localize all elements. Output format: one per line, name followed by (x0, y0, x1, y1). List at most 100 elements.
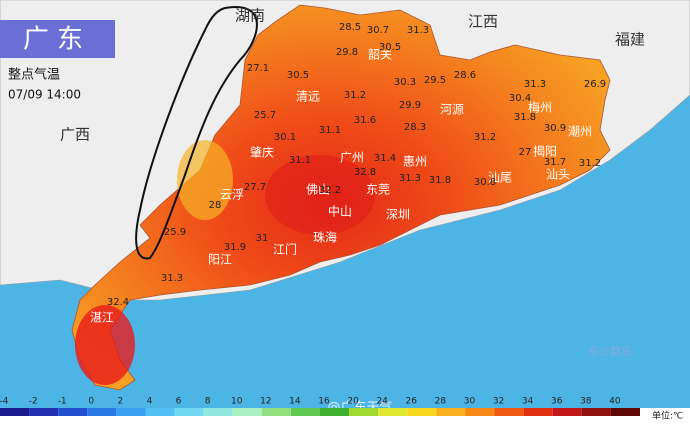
temperature: 25.9 (164, 227, 186, 238)
city-label: 珠海 (313, 230, 337, 245)
city-label: 云浮 (220, 188, 244, 202)
region-label: 东沙群岛 (588, 344, 632, 358)
city-label: 揭阳 (533, 144, 557, 159)
legend-swatch (29, 408, 59, 416)
legend-swatch (552, 408, 582, 416)
legend-tick: 0 (88, 397, 94, 407)
legend-swatch (290, 408, 320, 416)
city-label: 梅州 (528, 100, 552, 115)
legend-swatch (58, 408, 88, 416)
city-label: 深圳 (386, 208, 410, 222)
temperature: 31.2 (344, 90, 366, 101)
time: 07/09 14:00 (8, 88, 81, 102)
legend-swatch (0, 408, 30, 416)
temperature: 30.3 (394, 77, 416, 88)
city-label: 肇庆 (250, 145, 274, 160)
legend-swatch (174, 408, 204, 416)
temperature: 31.1 (289, 155, 311, 166)
legend-tick: 40 (609, 397, 621, 407)
temperature: 31 (256, 233, 269, 244)
title-box (0, 20, 115, 58)
city-label: 湛江 (90, 311, 114, 325)
legend-tick: 12 (260, 397, 271, 407)
legend-unit: 单位:℃ (652, 410, 683, 422)
region-label: 江西 (468, 13, 498, 31)
legend-tick: 24 (376, 397, 388, 407)
legend-tick: 34 (522, 397, 534, 407)
legend-tick: 36 (551, 397, 563, 407)
temperature: 27.7 (244, 182, 266, 193)
legend-swatch (232, 408, 262, 416)
city-label: 东莞 (366, 183, 390, 197)
temperature: 32.8 (354, 167, 376, 178)
city-label: 潮州 (568, 124, 592, 139)
temperature: 30.9 (544, 123, 566, 134)
legend-swatch (320, 408, 350, 416)
legend-tick: 8 (205, 397, 211, 407)
temperature: 31.6 (354, 115, 376, 126)
hot-zone (75, 305, 135, 385)
temperature: 28.5 (339, 22, 361, 33)
temperature: 31.3 (407, 25, 429, 36)
region-label: 福建 (615, 31, 645, 49)
legend-tick: 32 (493, 397, 504, 407)
legend-swatch (494, 408, 524, 416)
city-label: 韶关 (368, 47, 392, 62)
legend-swatch (116, 408, 146, 416)
title: 广东 (23, 25, 91, 55)
temperature: 30.8 (474, 177, 496, 188)
region-label: 湖南 (235, 7, 265, 25)
city-label: 清远 (296, 90, 320, 104)
city-label: 河源 (440, 103, 464, 117)
city-label: 阳江 (208, 253, 232, 267)
legend-tick: 2 (117, 397, 123, 407)
legend-tick: 30 (464, 397, 476, 407)
outline-loop (135, 5, 258, 260)
legend-tick: -1 (58, 397, 67, 407)
city-label: 中山 (328, 204, 352, 219)
legend-tick: 28 (435, 397, 447, 407)
legend-swatch (581, 408, 611, 416)
region-label: 广西 (60, 126, 90, 144)
temperature: 31.1 (319, 125, 341, 136)
legend-swatch (203, 408, 233, 416)
legend-swatch (523, 408, 553, 416)
legend-tick: 38 (580, 397, 592, 407)
temperature: 28 (209, 200, 222, 211)
temperature: 30.7 (367, 25, 389, 36)
temperature: 31.7 (544, 157, 566, 168)
legend-swatch (610, 408, 640, 416)
temperature: 31.9 (224, 242, 246, 253)
temperature: 31.3 (524, 79, 546, 90)
temperature: 31.4 (374, 153, 396, 164)
legend-swatch (465, 408, 495, 416)
legend-swatch (261, 408, 291, 416)
city-label: 江门 (273, 242, 297, 257)
temperature: 30.5 (287, 70, 309, 81)
legend-swatch (145, 408, 175, 416)
subtitle: 整点气温 (8, 67, 60, 83)
temperature: 30.1 (274, 132, 296, 143)
legend-swatch (378, 408, 408, 416)
temperature: 28.6 (454, 70, 476, 81)
temperature: 25.7 (254, 110, 276, 121)
temperature: 27.1 (247, 63, 269, 74)
temperature: 31.3 (399, 173, 421, 184)
legend-swatch (407, 408, 437, 416)
temperature: 32.2 (319, 185, 341, 196)
hot-zone (265, 155, 375, 235)
temperature: 26.9 (584, 79, 606, 90)
temperature: 31.8 (429, 175, 451, 186)
city-label: 汕尾 (488, 171, 512, 185)
temperature: 30.4 (509, 93, 531, 104)
temperature: 29.8 (336, 47, 358, 58)
legend-tick: 10 (231, 397, 243, 407)
legend-tick: 14 (289, 397, 301, 407)
city-label: 汕头 (546, 168, 570, 182)
legend-tick: -2 (29, 397, 38, 407)
temperature: 28.3 (404, 122, 426, 133)
legend-tick: 6 (176, 397, 182, 407)
temperature: 32.4 (107, 297, 129, 308)
legend-tick: 20 (347, 397, 359, 407)
temperature: 27 (519, 147, 532, 158)
